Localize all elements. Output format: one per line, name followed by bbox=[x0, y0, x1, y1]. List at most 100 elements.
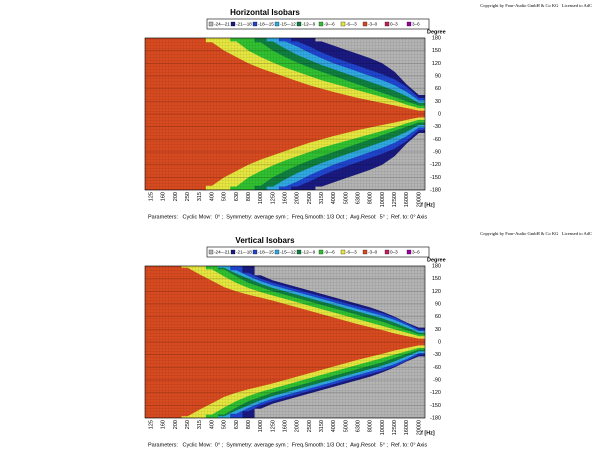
legend-label: -21–-18 bbox=[236, 249, 252, 254]
x-tick-label: 400 bbox=[209, 192, 215, 201]
y-tick-label: 120 bbox=[432, 289, 441, 295]
x-tick-label: 6300 bbox=[355, 192, 361, 204]
x-tick-label: 250 bbox=[185, 420, 191, 429]
copyright: Copyright by Four-Audio GmbH & Co KG Lic… bbox=[480, 231, 592, 236]
legend-label: 0–3 bbox=[390, 21, 398, 26]
y-tick-label: -180 bbox=[430, 187, 441, 193]
legend-swatch bbox=[274, 249, 280, 255]
legend-label: -12–-9 bbox=[302, 249, 316, 254]
y-tick-label: 60 bbox=[435, 86, 441, 92]
x-tick-label: 160 bbox=[161, 420, 167, 429]
y-tick-label: 90 bbox=[435, 73, 441, 79]
legend-label: 3–6 bbox=[412, 21, 420, 26]
y-tick-label: -120 bbox=[430, 162, 441, 168]
legend-label: 0–3 bbox=[390, 249, 398, 254]
y-tick-label: 180 bbox=[432, 263, 441, 269]
x-tick-label: 5000 bbox=[343, 192, 349, 204]
legend-label: -12–-9 bbox=[302, 21, 316, 26]
parameters: Parameters: Cyclic Mow: 0° ; Symmetry: a… bbox=[148, 442, 427, 448]
x-tick-label: 12500 bbox=[392, 192, 398, 207]
legend-swatch bbox=[406, 249, 412, 255]
plot-frame bbox=[144, 265, 426, 419]
y-tick-label: -30 bbox=[433, 352, 441, 358]
x-tick-label: 3150 bbox=[319, 192, 325, 204]
legend-swatch bbox=[362, 21, 368, 27]
y-tick-label: -150 bbox=[430, 403, 441, 409]
y-tick-label: -120 bbox=[430, 390, 441, 396]
y-tick-label: -180 bbox=[430, 415, 441, 421]
x-axis-label: f [Hz] bbox=[421, 202, 435, 208]
legend-swatch bbox=[384, 21, 390, 27]
legend-swatch bbox=[296, 21, 302, 27]
legend-swatch bbox=[230, 21, 236, 27]
x-tick-label: 20000 bbox=[416, 420, 422, 435]
legend-label: -18–-15 bbox=[258, 249, 274, 254]
legend-label: -3–0 bbox=[368, 21, 378, 26]
x-tick-label: 20000 bbox=[416, 192, 422, 207]
y-tick-label: 180 bbox=[432, 35, 441, 41]
legend-swatch bbox=[230, 249, 236, 255]
legend-label: -15–-12 bbox=[280, 249, 296, 254]
legend-label: -24–-21 bbox=[214, 21, 230, 26]
y-tick-label: 30 bbox=[435, 99, 441, 105]
x-tick-label: 1000 bbox=[258, 192, 264, 204]
legend-label: -6–-3 bbox=[346, 21, 357, 26]
legend-swatch bbox=[340, 21, 346, 27]
y-tick-label: 30 bbox=[435, 327, 441, 333]
legend-swatch bbox=[318, 249, 324, 255]
x-tick-label: 16000 bbox=[404, 192, 410, 207]
x-tick-label: 160 bbox=[161, 192, 167, 201]
x-tick-label: 125 bbox=[149, 420, 155, 429]
x-tick-label: 1250 bbox=[270, 192, 276, 204]
y-tick-label: 120 bbox=[432, 61, 441, 67]
x-tick-label: 4000 bbox=[331, 420, 337, 432]
legend-label: -9–-6 bbox=[324, 21, 335, 26]
legend-swatch bbox=[296, 249, 302, 255]
x-tick-label: 3150 bbox=[319, 420, 325, 432]
legend-label: -15–-12 bbox=[280, 21, 296, 26]
x-tick-label: 8000 bbox=[368, 192, 374, 204]
isobar-chart: Copyright by Four-Audio GmbH & Co KG Lic… bbox=[144, 3, 592, 220]
x-tick-label: 200 bbox=[173, 420, 179, 429]
x-tick-label: 400 bbox=[209, 420, 215, 429]
x-tick-label: 10000 bbox=[380, 192, 386, 207]
x-tick-label: 315 bbox=[197, 192, 203, 201]
y-tick-label: -90 bbox=[433, 377, 441, 383]
y-tick-label: 0 bbox=[438, 111, 441, 117]
x-tick-label: 1000 bbox=[258, 420, 264, 432]
x-tick-label: 630 bbox=[234, 192, 240, 201]
legend-label: -3–0 bbox=[368, 249, 378, 254]
x-tick-label: 10000 bbox=[380, 420, 386, 435]
chart-title: Vertical Isobars bbox=[235, 236, 295, 245]
y-axis-label: Degree bbox=[427, 29, 446, 35]
legend-swatch bbox=[406, 21, 412, 27]
x-tick-label: 6300 bbox=[355, 420, 361, 432]
legend-label: 3–6 bbox=[412, 249, 420, 254]
chart-title: Horizontal Isobars bbox=[230, 8, 300, 17]
legend-swatch bbox=[362, 249, 368, 255]
y-tick-label: 90 bbox=[435, 301, 441, 307]
y-tick-label: -60 bbox=[433, 137, 441, 143]
legend-label: -21–-18 bbox=[236, 21, 252, 26]
x-tick-label: 16000 bbox=[404, 420, 410, 435]
y-tick-label: -90 bbox=[433, 149, 441, 155]
legend-label: -18–-15 bbox=[258, 21, 274, 26]
legend-swatch bbox=[274, 21, 280, 27]
y-tick-label: -60 bbox=[433, 365, 441, 371]
legend-label: -24–-21 bbox=[214, 249, 230, 254]
y-tick-label: -30 bbox=[433, 124, 441, 130]
legend-swatch bbox=[340, 249, 346, 255]
isobar-chart: Copyright by Four-Audio GmbH & Co KG Lic… bbox=[144, 231, 592, 448]
legend-swatch bbox=[208, 249, 214, 255]
legend-swatch bbox=[318, 21, 324, 27]
x-tick-label: 2000 bbox=[295, 192, 301, 204]
plot-mesh bbox=[145, 266, 425, 418]
x-tick-label: 2000 bbox=[295, 420, 301, 432]
x-tick-label: 4000 bbox=[331, 192, 337, 204]
y-tick-label: 150 bbox=[432, 48, 441, 54]
x-axis-label: f [Hz] bbox=[421, 430, 435, 436]
plot-mesh bbox=[145, 38, 425, 190]
x-tick-label: 500 bbox=[222, 420, 228, 429]
y-tick-label: 0 bbox=[438, 339, 441, 345]
x-tick-label: 315 bbox=[197, 420, 203, 429]
